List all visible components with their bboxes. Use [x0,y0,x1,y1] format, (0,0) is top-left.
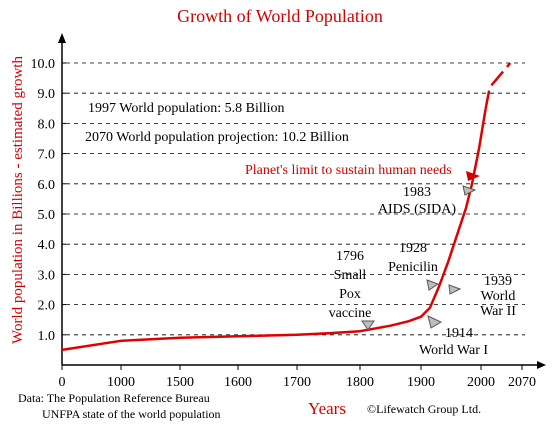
annotation-text-1914: World War I [419,343,488,358]
annotation-marker-1928 [426,279,440,291]
x-axis-arrow [537,361,546,369]
x-tick-label: 0 [59,375,66,390]
annotation-text-1983: AIDS (SIDA) [378,202,457,217]
y-tick-label: 6.0 [38,178,56,193]
x-tick-label: 2000 [467,375,495,390]
annotation-text-1796: Pox [339,287,361,302]
x-tick-label: 1500 [166,375,194,390]
annotation-marker-1796 [361,320,375,331]
y-tick-label: 2.0 [38,299,56,314]
annotation-text-1796: 1796 [336,249,364,264]
x-tick-label: 1000 [107,375,135,390]
x-tick-label: 1700 [283,375,311,390]
y-tick-label: 1.0 [38,329,56,344]
annotation-text-1939: War II [480,304,516,319]
annotation-text-1914: 1914 [445,326,473,341]
annotations: 1796 Small Pox vaccine 1914 World War I 1928 Pe… [329,185,517,358]
note-1997: 1997 World population: 5.8 Billion [88,101,285,116]
note-2070: 2070 World population projection: 10.2 B… [85,130,349,145]
limit-label: Planet's limit to sustain human needs [245,163,452,178]
population-series [61,62,512,352]
annotation-marker-1914 [427,315,443,329]
x-tick-label: 1900 [407,375,435,390]
x-tick-label: 1600 [224,375,252,390]
y-tick-label: 7.0 [38,148,56,163]
population-line [61,108,487,352]
limit-arrow [466,171,480,181]
source-line-1: Data: The Population Reference Bureau [18,391,210,405]
x-tick-label: 2070 [508,375,536,390]
y-axis-arrow [58,33,66,43]
annotation-text-1939: World [481,289,516,304]
annotation-marker-1939 [448,284,462,295]
projection-line [484,62,512,109]
x-axis-ticks: 0 1000 1500 1600 1700 1800 1900 2000 2070 [59,365,536,390]
annotation-marker-1983 [462,185,477,196]
y-tick-label: 5.0 [38,208,56,223]
annotation-text-1983: 1983 [403,185,431,200]
chart-title: Growth of World Population [177,6,383,26]
annotation-text-1796: vaccine [329,306,372,321]
source-line-2: UNFPA state of the world population [42,407,221,421]
annotation-text-1928: 1928 [399,241,427,256]
annotation-text-1939: 1939 [484,274,512,289]
x-axis-label: Years [308,399,346,418]
y-axis-ticks: 1.0 2.0 3.0 4.0 5.0 6.0 7.0 8.0 9.0 10.0 [31,57,66,344]
y-axis-label: World population in Billions - estimated… [10,56,26,344]
y-tick-label: 9.0 [38,87,56,102]
y-tick-label: 8.0 [38,117,56,132]
x-tick-label: 1800 [346,375,374,390]
annotation-text-1796: Small [334,268,367,283]
annotation-text-1928: Penicilin [388,260,438,275]
y-tick-label: 4.0 [38,238,56,253]
y-tick-label: 3.0 [38,268,56,283]
copyright: ©Lifewatch Group Ltd. [367,402,481,416]
y-tick-label: 10.0 [31,57,56,72]
